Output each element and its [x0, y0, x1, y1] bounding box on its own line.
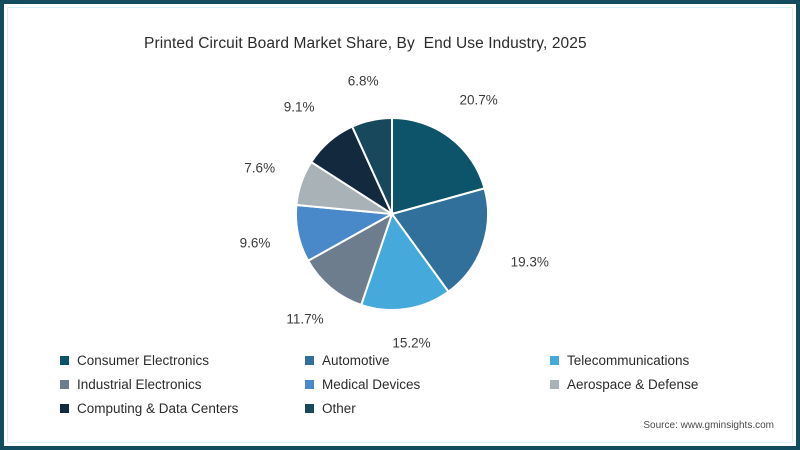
pie-slice-label: 9.1% — [283, 99, 315, 115]
legend-item[interactable]: Telecommunications — [550, 353, 750, 368]
legend-row: Computing & Data Centers Other — [60, 396, 750, 420]
pie-slice[interactable] — [390, 187, 489, 294]
legend-swatch-icon — [550, 379, 559, 389]
legend-item-label: Industrial Electronics — [77, 376, 202, 392]
legend-item[interactable]: Other — [305, 401, 550, 416]
page-title: Printed Circuit Board Market Share, By E… — [144, 35, 587, 52]
legend-swatch-icon — [550, 355, 559, 365]
legend-item-label: Computing & Data Centers — [77, 400, 239, 416]
pie-slice-label: 11.7% — [286, 311, 324, 326]
pie-slice[interactable] — [391, 116, 486, 216]
legend-swatch-icon — [60, 355, 69, 365]
pie-slice-label: 9.6% — [239, 235, 271, 251]
legend-swatch-icon — [60, 403, 69, 413]
legend-item[interactable]: Automotive — [305, 353, 550, 368]
pie-slice-label: 15.2% — [392, 335, 431, 350]
legend-item-label: Other — [322, 400, 356, 416]
legend-swatch-icon — [305, 403, 314, 413]
legend-swatch-icon — [305, 355, 314, 365]
legend-item-label: Automotive — [322, 352, 390, 368]
legend-item-label: Telecommunications — [567, 352, 690, 368]
legend-item[interactable]: Medical Devices — [305, 377, 550, 392]
pie-slice-label: 6.8% — [347, 73, 379, 89]
source-note: Source: www.gminsights.com — [643, 420, 774, 431]
legend-item[interactable]: Aerospace & Defense — [550, 377, 750, 392]
legend-item-label: Consumer Electronics — [77, 352, 210, 368]
legend-row: Consumer Electronics Automotive Telecommun… — [60, 348, 750, 372]
pie-slice-label: 19.3% — [510, 254, 549, 270]
legend-item-label: Aerospace & Defense — [567, 376, 699, 392]
legend-item[interactable]: Consumer Electronics — [60, 353, 305, 368]
pie-slice[interactable] — [306, 211, 394, 307]
legend-swatch-icon — [60, 379, 69, 389]
pie-slice-label: 7.6% — [244, 160, 276, 176]
legend-swatch-icon — [305, 379, 314, 389]
pie-slice-label: 20.7% — [459, 92, 498, 108]
pie-svg — [295, 116, 489, 311]
legend-item[interactable]: Industrial Electronics — [60, 377, 305, 392]
legend-row: Industrial Electronics Medical Devices Aer… — [60, 372, 750, 396]
pie-chart: 20.7% 19.3% 15.2% 11.7% 9.6% 7.6% 9.1% 6.8% — [4, 4, 800, 350]
pie-slice[interactable] — [359, 211, 450, 311]
pie-slice[interactable] — [350, 116, 393, 215]
legend-item-label: Medical Devices — [322, 376, 421, 392]
chart-legend: Consumer Electronics Automotive Telecommun… — [60, 348, 750, 420]
legend-item[interactable]: Computing & Data Centers — [60, 401, 305, 416]
